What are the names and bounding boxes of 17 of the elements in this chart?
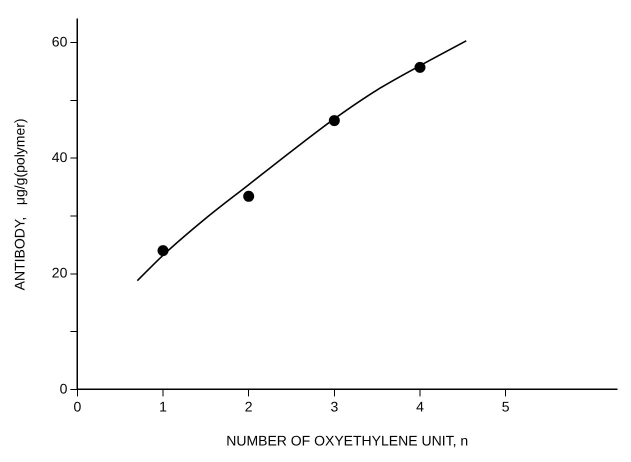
point	[414, 62, 426, 73]
point	[328, 115, 340, 126]
x-tick-label: 1	[159, 398, 168, 415]
y-tick-label: 60	[52, 33, 68, 50]
x-axis-title: NUMBER OF OXYETHYLENE UNIT, n	[226, 432, 468, 448]
point	[158, 245, 169, 256]
y-tick-label: 20	[52, 264, 68, 281]
y-tick-label: 0	[60, 380, 68, 396]
x-tick-label: 0	[73, 398, 82, 415]
y-axis-title: ANTIBODY, μg/g(polymer)	[11, 118, 28, 290]
y-tick-label: 40	[52, 149, 68, 166]
x-tick-label: 2	[244, 398, 253, 415]
x-tick-label: 3	[330, 398, 338, 415]
x-tick-label: 5	[502, 398, 510, 415]
x-tick-label: 4	[416, 398, 424, 415]
line-series	[136, 40, 468, 282]
point	[243, 190, 254, 202]
